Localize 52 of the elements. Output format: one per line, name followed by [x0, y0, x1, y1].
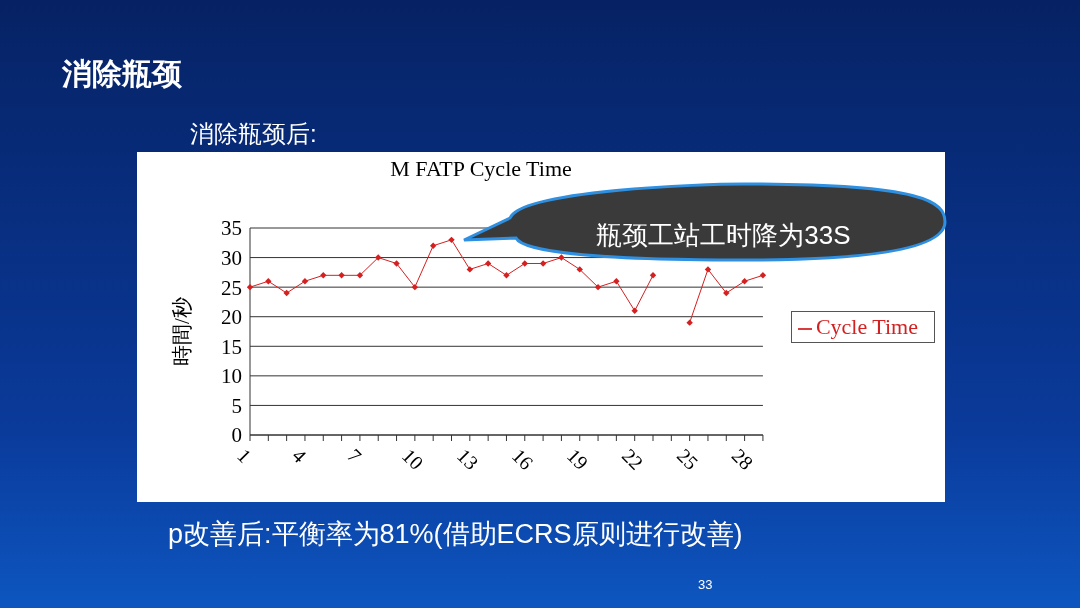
annotation: 瓶颈工站工时降为33S — [595, 219, 852, 252]
point — [301, 278, 309, 285]
y-tick-label: 30 — [221, 246, 242, 271]
point — [576, 266, 583, 273]
point — [393, 260, 400, 267]
point — [265, 278, 272, 285]
legend-label: Cycle Time — [815, 314, 918, 339]
point — [411, 283, 419, 291]
point — [613, 278, 620, 285]
x-tick-label: 28 — [727, 444, 758, 474]
text: 33 — [698, 577, 713, 592]
y-tick-label: 5 — [231, 393, 242, 418]
y-tick-label: 35 — [221, 216, 242, 241]
x-tick-label: 25 — [672, 444, 703, 474]
point — [539, 260, 547, 267]
text: M FATP Cycle Time — [389, 156, 573, 182]
point — [466, 266, 474, 273]
point — [704, 266, 712, 273]
point — [521, 260, 528, 267]
point — [558, 254, 565, 261]
y-tick-label: 15 — [221, 334, 242, 359]
point — [503, 272, 510, 279]
point — [649, 272, 657, 279]
x-tick-label: 7 — [343, 444, 366, 467]
y-tick-label: 25 — [221, 275, 242, 300]
x-tick-label: 13 — [453, 444, 483, 474]
x-tick-label: 22 — [617, 444, 648, 474]
point — [283, 289, 290, 297]
point — [759, 272, 767, 279]
y-axis-title: 時間/秒 — [170, 297, 195, 366]
y-tick-label: 20 — [221, 305, 242, 330]
point — [631, 307, 638, 314]
point — [338, 272, 345, 279]
point — [484, 260, 492, 267]
point — [723, 289, 730, 297]
point — [686, 319, 693, 326]
text: p改善后:平衡率为81%(借助ECRS原则进行改善) — [168, 518, 743, 551]
point — [741, 278, 748, 285]
chart-subtitle: 消除瓶颈后: — [190, 119, 317, 149]
x-tick-label: 16 — [507, 444, 538, 474]
chart-title: 消除瓶颈 — [62, 56, 182, 92]
point — [246, 283, 254, 291]
x-tick-label: 19 — [562, 444, 593, 474]
x-tick-label: 10 — [398, 444, 428, 474]
x-tick-label: 4 — [288, 444, 311, 467]
point — [594, 283, 602, 291]
point — [429, 242, 437, 249]
point — [375, 254, 382, 261]
point — [356, 272, 364, 279]
y-tick-label: 10 — [221, 364, 242, 389]
point — [320, 272, 327, 279]
point — [448, 236, 455, 244]
